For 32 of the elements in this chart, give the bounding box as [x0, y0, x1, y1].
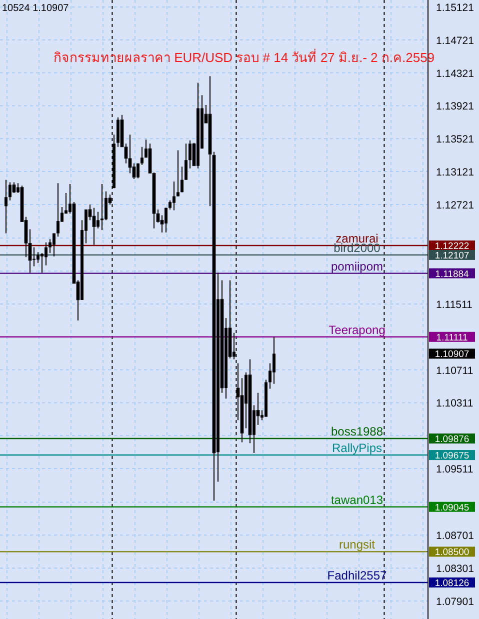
- y-tick-label: 1.07901: [436, 596, 474, 608]
- ref-line-label: pomiipom: [330, 259, 384, 274]
- y-tick-label: 1.13921: [436, 100, 474, 113]
- y-tick-label: 1.15121: [436, 2, 474, 14]
- y-tick-label: 1.11511: [436, 298, 473, 311]
- y-tick-label: 1.13521: [436, 134, 474, 146]
- y-tick-label: 1.11884: [435, 268, 469, 280]
- y-tick-label: 1.08701: [436, 530, 474, 542]
- y-tick-label: 1.09511: [436, 464, 474, 476]
- y-tick-label: 1.13121: [436, 166, 474, 179]
- annotation: 10524 1.10907: [2, 3, 70, 14]
- y-tick-label: 1.12721: [436, 199, 474, 212]
- y-tick-label: 1.14321: [436, 68, 474, 80]
- ref-line-label: Teerapong: [328, 322, 386, 337]
- y-tick-label: 1.09045: [434, 502, 470, 514]
- y-tick-label: 1.12107: [434, 250, 470, 262]
- y-tick-label: 1.10711: [436, 364, 474, 377]
- ref-line-label: tawan013: [330, 492, 384, 507]
- y-tick-label: 1.08126: [434, 578, 470, 589]
- y-tick-label: 1.12222: [434, 240, 470, 252]
- y-tick-label: 1.11111: [436, 332, 468, 344]
- y-tick-label: 1.09675: [434, 450, 470, 462]
- y-tick-label: 1.14721: [436, 34, 474, 47]
- y-tick-label: 1.08301: [436, 563, 474, 576]
- y-tick-label: 1.08500: [434, 547, 470, 558]
- ref-line-label: rungsit: [338, 538, 376, 552]
- ref-line-label: Fadhil2557: [327, 568, 388, 582]
- y-tick-label: 1.10907: [434, 349, 470, 360]
- ref-line-label: RallyPips: [332, 441, 382, 456]
- y-tick-label: 1.09876: [434, 434, 470, 445]
- y-tick-label: 1.10311: [436, 398, 474, 410]
- ref-line-label: boss1988: [330, 424, 384, 438]
